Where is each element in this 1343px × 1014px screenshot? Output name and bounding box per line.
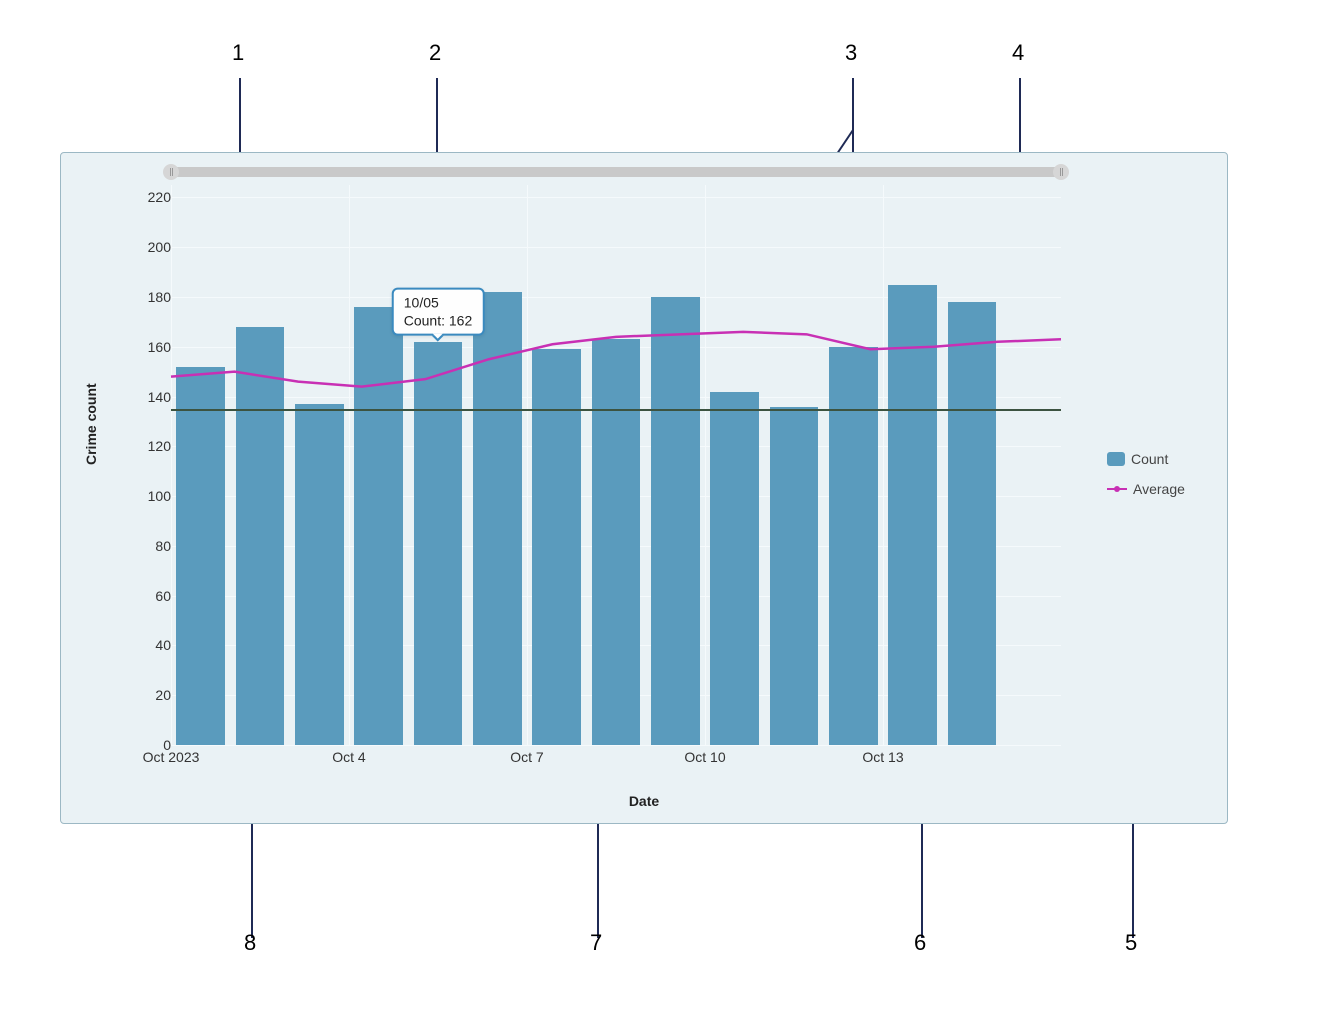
- chart-panel: Crime count 0204060801001201401601802002…: [60, 152, 1228, 824]
- y-tick-label: 140: [131, 389, 171, 405]
- y-tick-label: 20: [131, 687, 171, 703]
- y-axis: 020406080100120140160180200220: [131, 185, 171, 745]
- x-tick-label: Oct 4: [332, 749, 365, 765]
- y-tick-label: 120: [131, 438, 171, 454]
- y-axis-label: Crime count: [83, 383, 99, 465]
- tooltip: 10/05Count: 162: [392, 287, 485, 335]
- annotation-label-7: 7: [590, 930, 602, 956]
- legend-item-count[interactable]: Count: [1107, 451, 1213, 467]
- average-line: [171, 185, 1061, 745]
- annotation-label-6: 6: [914, 930, 926, 956]
- y-tick-label: 60: [131, 588, 171, 604]
- x-tick-label: Oct 13: [862, 749, 903, 765]
- y-tick-label: 180: [131, 289, 171, 305]
- legend-item-average[interactable]: Average: [1107, 481, 1213, 497]
- legend-label: Count: [1131, 451, 1168, 467]
- range-slider[interactable]: [171, 167, 1061, 177]
- y-tick-label: 80: [131, 538, 171, 554]
- y-tick-label: 160: [131, 339, 171, 355]
- gridline: [171, 745, 1061, 746]
- annotation-label-5: 5: [1125, 930, 1137, 956]
- y-tick-label: 200: [131, 239, 171, 255]
- x-axis: Oct 2023Oct 4Oct 7Oct 10Oct 13: [171, 749, 1061, 769]
- annotation-label-8: 8: [244, 930, 256, 956]
- y-tick-label: 100: [131, 488, 171, 504]
- annotation-label-2: 2: [429, 40, 441, 66]
- legend-swatch-bar-icon: [1107, 452, 1125, 466]
- y-tick-label: 40: [131, 637, 171, 653]
- x-tick-label: Oct 7: [510, 749, 543, 765]
- legend-swatch-line-icon: [1107, 488, 1127, 490]
- annotation-label-3: 3: [845, 40, 857, 66]
- x-tick-label: Oct 10: [684, 749, 725, 765]
- legend: Count Average: [1107, 437, 1213, 511]
- y-tick-label: 220: [131, 189, 171, 205]
- legend-label: Average: [1133, 481, 1185, 497]
- slider-handle-end[interactable]: [1053, 164, 1069, 180]
- plot-area: 10/05Count: 162: [171, 185, 1061, 745]
- tooltip-line1: 10/05: [404, 293, 473, 311]
- x-axis-label: Date: [629, 793, 659, 809]
- x-tick-label: Oct 2023: [143, 749, 200, 765]
- tooltip-line2: Count: 162: [404, 312, 473, 330]
- annotation-label-4: 4: [1012, 40, 1024, 66]
- annotation-label-1: 1: [232, 40, 244, 66]
- slider-handle-start[interactable]: [163, 164, 179, 180]
